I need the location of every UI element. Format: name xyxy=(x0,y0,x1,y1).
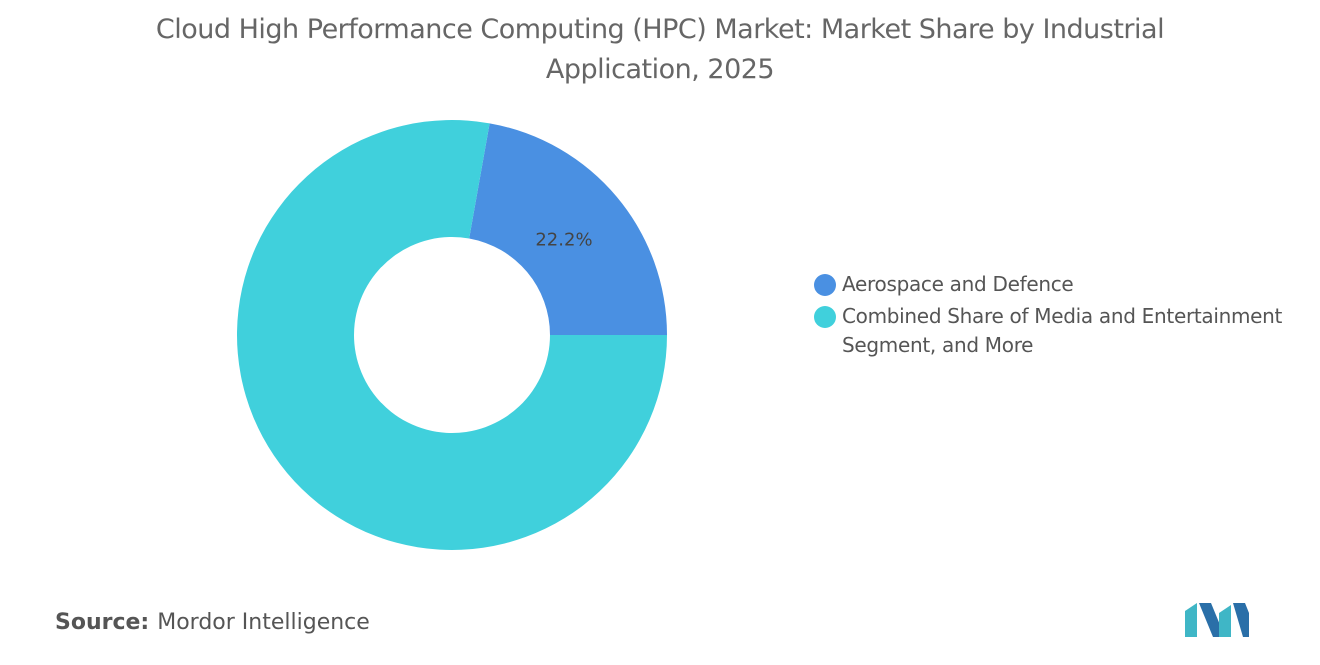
legend-item: Combined Share of Media and Entertainmen… xyxy=(814,302,1314,360)
legend-label: Aerospace and Defence xyxy=(842,272,1074,296)
legend-item: Aerospace and Defence xyxy=(814,270,1314,299)
slice xyxy=(469,123,667,335)
source-label: Source: xyxy=(55,610,150,635)
slice xyxy=(236,119,667,551)
logo xyxy=(1185,603,1249,637)
legend-marker xyxy=(814,306,836,328)
legend: Aerospace and Defence Combined Share of M… xyxy=(814,270,1314,363)
source-text: Mordor Intelligence xyxy=(157,610,370,635)
legend-marker xyxy=(814,274,836,296)
value-label: 22.2% xyxy=(535,229,592,250)
legend-label: Combined Share of Media and Entertainmen… xyxy=(842,304,1283,357)
source: Source: Mordor Intelligence xyxy=(55,610,370,635)
chart-title: Cloud High Performance Computing (HPC) M… xyxy=(155,14,1165,85)
